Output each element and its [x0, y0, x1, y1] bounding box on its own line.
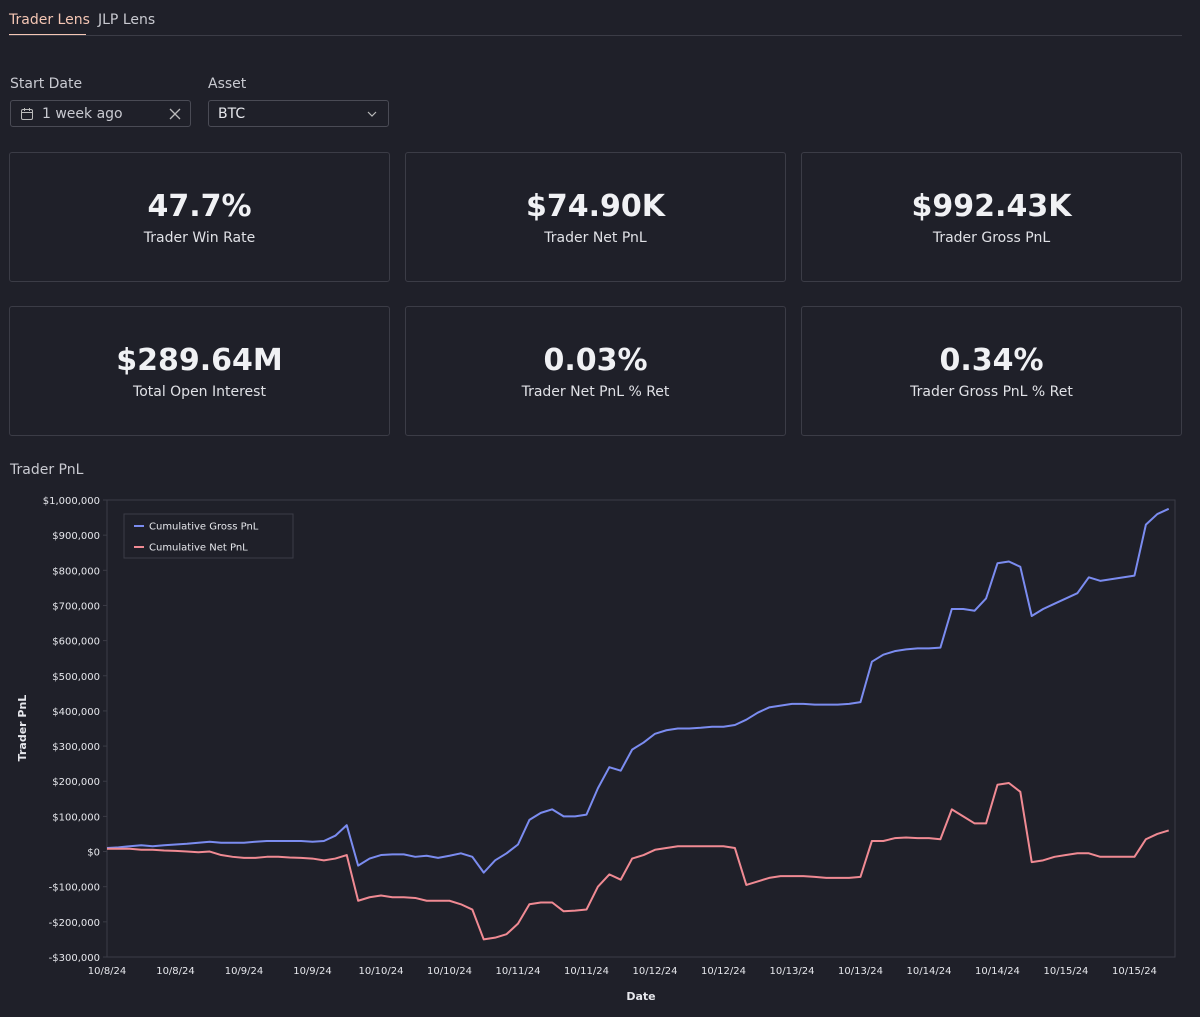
legend-label: Cumulative Gross PnL: [149, 522, 259, 533]
filter-label: Asset: [208, 76, 247, 92]
metric-value: 47.7%: [147, 189, 252, 224]
clear-icon[interactable]: [169, 108, 181, 120]
metric-label: Trader Win Rate: [143, 230, 256, 246]
plot-frame: [106, 499, 1176, 958]
x-tick-label: 10/9/24: [293, 966, 332, 977]
x-tick-label: 10/11/24: [564, 966, 609, 977]
metric-card: $74.90K Trader Net PnL: [405, 152, 786, 282]
x-tick-label: 10/12/24: [633, 966, 678, 977]
asset-value: BTC: [218, 105, 246, 122]
chevron-icon: [367, 111, 377, 117]
date-input[interactable]: 1 week ago: [10, 100, 191, 127]
metric-card: 0.34% Trader Gross PnL % Ret: [801, 306, 1182, 436]
x-tick-label: 10/14/24: [975, 966, 1020, 977]
y-tick-label: $0: [87, 848, 100, 859]
y-tick-label: -$100,000: [49, 883, 100, 894]
x-axis-title: Date: [626, 990, 655, 1003]
filter-label: Start Date: [10, 76, 83, 92]
metric-label: Total Open Interest: [133, 384, 266, 400]
y-tick-label: $600,000: [52, 637, 100, 648]
legend-box: [123, 513, 294, 559]
x-tick-label: 10/8/24: [88, 966, 127, 977]
metric-label: Trader Gross PnL: [932, 230, 1051, 246]
metric-value: 0.34%: [939, 343, 1044, 378]
y-tick-label: $700,000: [52, 601, 100, 612]
tab[interactable]: JLP Lens: [98, 12, 156, 28]
metric-value: $992.43K: [911, 189, 1072, 224]
y-axis-title: Trader PnL: [16, 695, 29, 762]
x-tick-label: 10/13/24: [770, 966, 815, 977]
x-tick-label: 10/15/24: [1044, 966, 1089, 977]
metric-card: 0.03% Trader Net PnL % Ret: [405, 306, 786, 436]
x-tick-label: 10/10/24: [427, 966, 472, 977]
x-tick-label: 10/8/24: [156, 966, 195, 977]
x-tick-label: 10/14/24: [907, 966, 952, 977]
metric-value: 0.03%: [543, 343, 648, 378]
metric-label: Trader Net PnL % Ret: [521, 384, 670, 400]
y-tick-label: $300,000: [52, 742, 100, 753]
y-tick-label: $500,000: [52, 672, 100, 683]
y-tick-label: $900,000: [52, 531, 100, 542]
y-tick-label: $100,000: [52, 812, 100, 823]
legend-label: Cumulative Net PnL: [149, 543, 248, 554]
metric-label: Trader Gross PnL % Ret: [910, 384, 1073, 400]
y-tick-label: $800,000: [52, 566, 100, 577]
x-tick-label: 10/15/24: [1112, 966, 1157, 977]
metric-card: $289.64M Total Open Interest: [9, 306, 390, 436]
tab[interactable]: Trader Lens: [9, 12, 90, 28]
y-tick-label: $400,000: [52, 707, 100, 718]
metric-value: $289.64M: [116, 343, 283, 378]
series-line: [106, 507, 1170, 874]
x-tick-label: 10/9/24: [225, 966, 264, 977]
y-tick-label: -$300,000: [49, 953, 100, 964]
metric-value: $74.90K: [525, 189, 665, 224]
series-line: [107, 781, 1170, 941]
asset-select[interactable]: BTC: [208, 100, 389, 127]
y-tick-label: $200,000: [52, 777, 100, 788]
x-tick-label: 10/11/24: [496, 966, 541, 977]
metric-label: Trader Net PnL: [544, 230, 647, 246]
metric-card: $992.43K Trader Gross PnL: [801, 152, 1182, 282]
metric-card: 47.7% Trader Win Rate: [9, 152, 390, 282]
calendar-icon: [21, 107, 33, 120]
section-title: Trader PnL: [10, 462, 84, 478]
x-tick-label: 10/13/24: [838, 966, 883, 977]
y-tick-label: $1,000,000: [43, 496, 100, 507]
y-tick-label: -$200,000: [49, 918, 100, 929]
date-value: 1 week ago: [42, 105, 123, 122]
tab-divider: [9, 35, 1182, 36]
x-tick-label: 10/12/24: [701, 966, 746, 977]
x-tick-label: 10/10/24: [359, 966, 404, 977]
